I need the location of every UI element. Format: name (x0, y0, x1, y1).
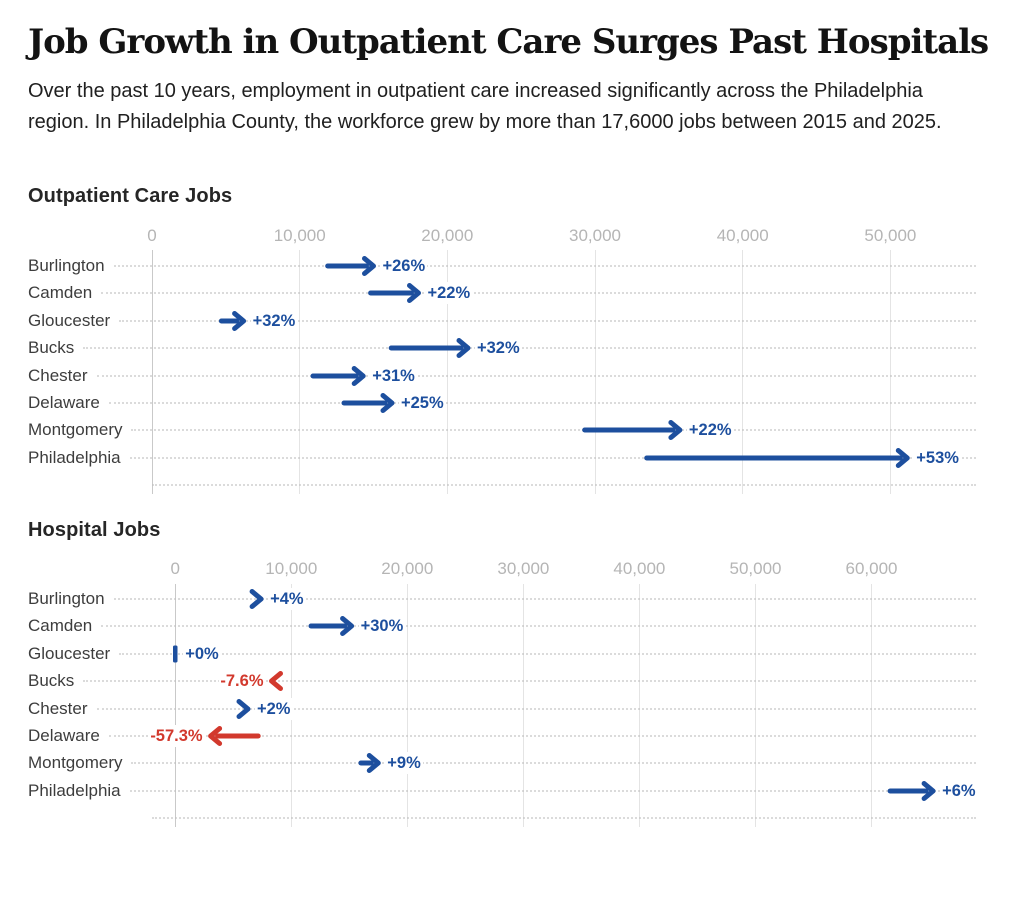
percent-change-label: +32% (250, 309, 298, 332)
gridline-20000 (406, 584, 408, 827)
x-axis-tick-label: 20,000 (381, 559, 434, 578)
percent-change-label: +22% (686, 419, 734, 442)
row-label: Burlington (28, 256, 105, 275)
dotted-leader (101, 625, 976, 628)
chart-row: Gloucester (28, 640, 976, 667)
x-axis-tick-label: 0 (170, 559, 180, 578)
row-label: Montgomery (28, 420, 123, 440)
x-axis-tick-label: 20,000 (421, 226, 474, 245)
chart-row: Camden (28, 613, 976, 640)
gridline-50000 (755, 584, 756, 827)
row-label: Gloucester (28, 643, 111, 663)
x-axis-tick-label: 30,000 (569, 226, 621, 245)
chart-row: Montgomery (28, 750, 976, 777)
chart-row: Burlington (28, 253, 976, 280)
chart-title-outpatient: Outpatient Care Jobs (28, 185, 233, 207)
dotted-leader (129, 456, 976, 459)
row-label: Philadelphia (28, 447, 121, 467)
row-label: Chester (28, 698, 88, 718)
page-subtitle: Over the past 10 years, employment in ou… (28, 80, 942, 133)
gridline-10000 (299, 250, 301, 494)
percent-change-label: +6% (940, 779, 978, 802)
percent-change-label: +4% (268, 588, 306, 610)
x-axis-tick-label: 0 (147, 226, 157, 245)
article-page: Job Growth in Outpatient Care Surges Pas… (0, 21, 1024, 835)
dotted-leader (113, 598, 976, 600)
row-label: Bucks (28, 671, 75, 691)
row-label: Chester (28, 365, 88, 385)
row-label: Camden (28, 283, 93, 303)
row-label: Delaware (28, 393, 100, 412)
dotted-leader (96, 374, 976, 377)
percent-change-label: +26% (380, 255, 428, 277)
percent-change-label: +2% (255, 697, 293, 720)
percent-change-label: +25% (399, 392, 446, 414)
percent-change-label: +30% (358, 615, 406, 638)
chart-row: Delaware (28, 723, 976, 750)
row-label: Burlington (28, 589, 105, 608)
x-axis-tick-label: 30,000 (497, 559, 550, 578)
x-axis-tick-label: 10,000 (273, 226, 326, 245)
dotted-leader (129, 789, 976, 792)
percent-change-label: +32% (475, 337, 522, 360)
chart-title-hospital: Hospital Jobs (28, 519, 161, 541)
row-label: Gloucester (28, 310, 111, 330)
chart-row: Gloucester (28, 307, 976, 334)
dotted-leader (119, 319, 976, 322)
gridline-60000 (871, 584, 872, 827)
row-label: Delaware (28, 726, 100, 745)
x-axis-tick-label: 60,000 (845, 559, 898, 578)
percent-change-label: -57.3% (148, 725, 205, 747)
gridline-50000 (889, 250, 891, 494)
gridline-30000 (522, 584, 524, 827)
percent-change-label: -7.6% (218, 670, 266, 693)
x-axis-tick-label: 50,000 (729, 559, 782, 578)
chart-row: Chester (28, 362, 976, 389)
page-title: Job Growth in Outpatient Care Surges Pas… (28, 22, 989, 62)
row-label: Montgomery (28, 753, 123, 773)
hospital-jobs-chart: 0 10,000 20,000 30,000 40,000 50,000 60,000 Bur… (28, 554, 996, 835)
percent-change-label: +0% (183, 642, 221, 665)
chart-row: Philadelphia (28, 444, 976, 471)
percent-change-label: +22% (425, 282, 473, 305)
dotted-leader (131, 762, 976, 765)
gridline-40000 (638, 584, 640, 827)
chart-row: Burlington (28, 586, 976, 613)
x-axis-tick-label: 40,000 (716, 226, 769, 245)
chart-row: Montgomery (28, 417, 976, 444)
row-label: Camden (28, 616, 93, 636)
x-axis-tick-label: 10,000 (265, 559, 318, 578)
row-label: Bucks (28, 338, 75, 358)
chart-row: Philadelphia (28, 777, 976, 804)
dotted-leader (83, 680, 976, 683)
chart-row: Bucks (28, 335, 976, 362)
dotted-leader-bottom (152, 484, 976, 487)
x-axis-tick-label: 50,000 (864, 226, 917, 245)
dotted-leader (131, 429, 976, 432)
x-axis-tick-label: 40,000 (613, 559, 666, 578)
dotted-leader (96, 707, 976, 710)
percent-change-label: +9% (385, 752, 423, 775)
chart-row: Bucks (28, 668, 976, 695)
dotted-leader (83, 347, 976, 350)
gridline-40000 (742, 250, 744, 494)
chart-row: Camden (28, 280, 976, 307)
chart-row: Chester (28, 695, 976, 722)
dotted-leader (113, 265, 976, 267)
percent-change-label: +31% (370, 364, 417, 387)
gridline-30000 (594, 250, 596, 494)
gridline-0 (151, 250, 153, 494)
percent-change-label: +53% (914, 446, 961, 469)
dotted-leader (101, 292, 976, 295)
gridline-20000 (446, 250, 448, 494)
chart-row: Delaware (28, 390, 976, 417)
row-label: Philadelphia (28, 780, 121, 800)
dotted-leader (119, 652, 976, 655)
dotted-leader (108, 402, 976, 404)
gridline-0 (174, 584, 176, 827)
dotted-leader (108, 735, 976, 737)
dotted-leader-bottom (152, 817, 976, 820)
outpatient-care-chart: 0 10,000 20,000 30,000 40,000 50,000 Burlingto… (28, 217, 996, 504)
